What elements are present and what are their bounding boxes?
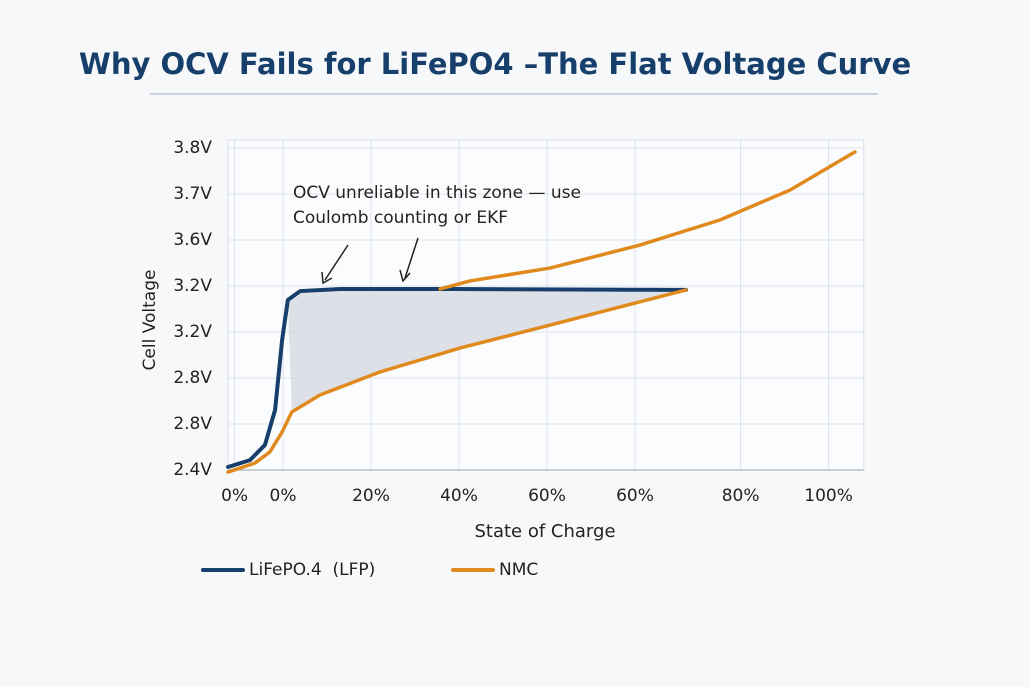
- y-tick-label: 3.6V: [173, 230, 212, 250]
- x-tick-label: 40%: [440, 486, 478, 506]
- arrow: [324, 244, 349, 281]
- unreliable-zone: [287, 288, 687, 413]
- x-tick-label: 0%: [270, 486, 297, 506]
- arrow: [404, 237, 419, 279]
- y-tick-label: 3.2V: [173, 276, 212, 296]
- series-line: [226, 150, 857, 474]
- x-tick-label: 60%: [528, 486, 566, 506]
- x-axis-label: State of Charge: [474, 521, 615, 542]
- y-axis-label: Cell Voltage: [140, 270, 160, 371]
- y-tick-label: 2.8V: [173, 414, 212, 434]
- y-tick-label: 3.2V: [173, 322, 212, 342]
- y-tick-label: 3.8V: [173, 138, 212, 158]
- series-line: [226, 286, 689, 470]
- annotation: OCV unreliable in this zone — use: [293, 183, 581, 203]
- arrow-head: [321, 271, 333, 285]
- y-tick-label: 2.8V: [173, 368, 212, 388]
- x-tick-label: 100%: [804, 486, 853, 506]
- legend-label: LiFePO.4 (LFP): [249, 560, 375, 580]
- legend-label: NMC: [499, 560, 538, 580]
- x-tick-label: 0%: [221, 486, 248, 506]
- chart-title: Why OCV Fails for LiFePO4 –The Flat Volt…: [79, 47, 911, 81]
- y-tick-label: 2.4V: [173, 460, 212, 480]
- x-tick-label: 60%: [616, 486, 654, 506]
- x-tick-label: 20%: [352, 486, 390, 506]
- x-tick-label: 80%: [722, 486, 760, 506]
- y-tick-label: 3.7V: [173, 184, 212, 204]
- plot-area: 2.4V 2.8V 2.8V 3.2V 3.2V 3.6V 3.7V 3.8V 0% 0% 20% 4…: [173, 138, 865, 506]
- annotation: Coulomb counting or EKF: [293, 208, 508, 228]
- arrow-head: [399, 269, 411, 283]
- annotation-arrows: [321, 237, 419, 285]
